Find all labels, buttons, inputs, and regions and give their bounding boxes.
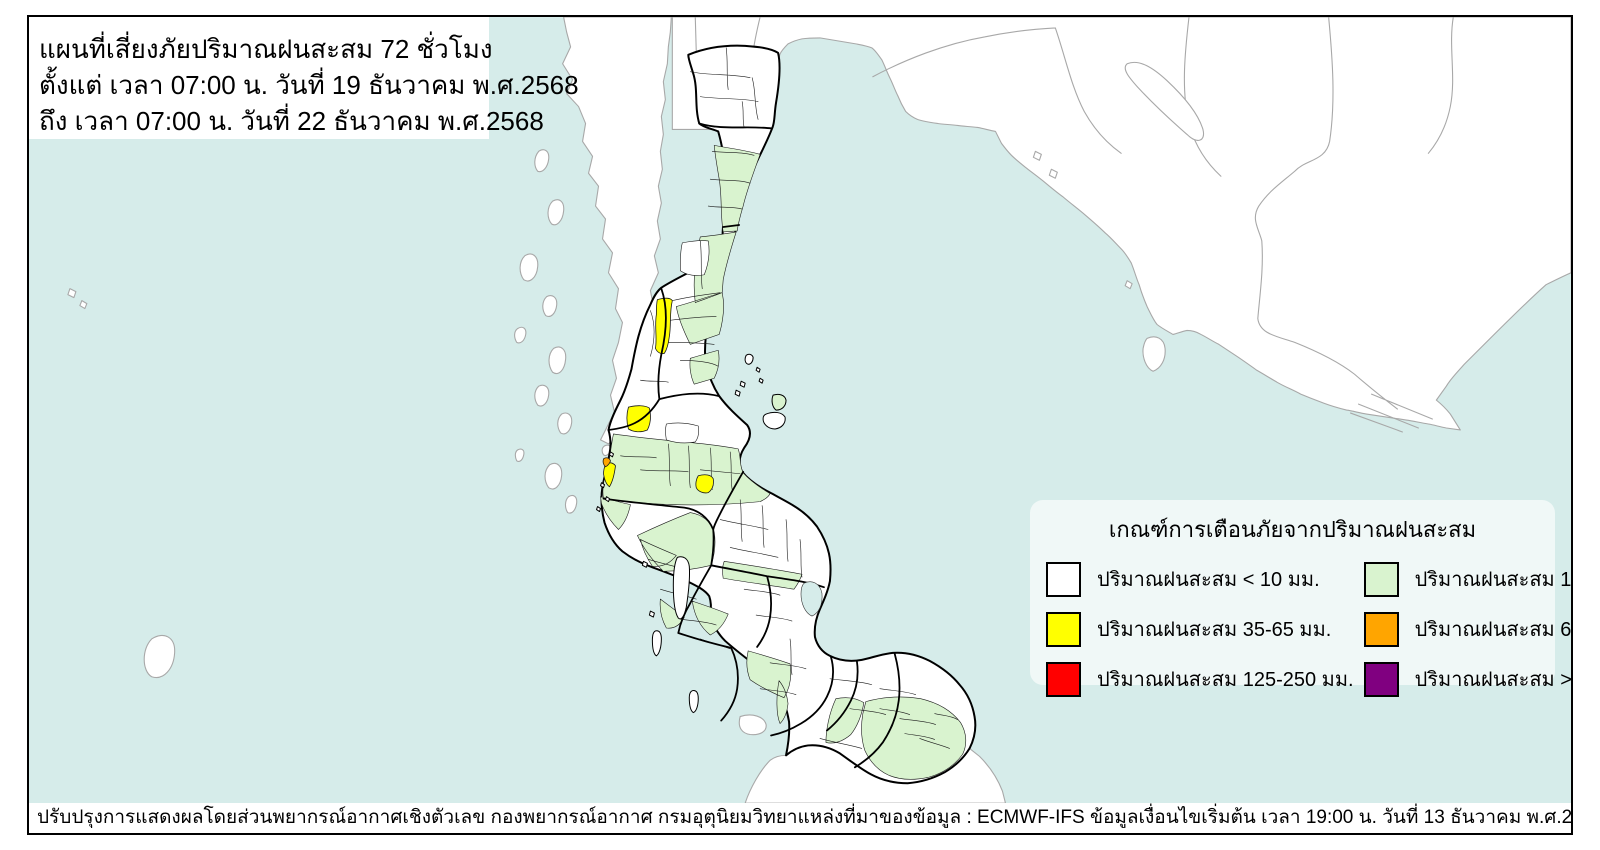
legend-label-gt250: ปริมาณฝนสะสม > 250 มม. (1414, 669, 1572, 691)
district-borders (620, 47, 958, 749)
legend-item-65-125: ปริมาณฝนสะสม 65-125 มม. (1363, 607, 1572, 651)
footer-bar: ปรับปรุงการแสดงผลโดยส่วนพยากรณ์อากาศเชิง… (29, 803, 1571, 833)
mergui-islands (67, 149, 612, 679)
footer-credit-text: ปรับปรุงการแสดงผลโดยส่วนพยากรณ์อากาศเชิง… (37, 807, 798, 828)
legend-item-125-250: ปริมาณฝนสะสม 125-250 มม. (1046, 657, 1354, 701)
legend-swatch-125-250 (1046, 661, 1081, 697)
yellow-districts (603, 297, 714, 494)
legend-box: เกณฑ์การเตือนภัยจากปริมาณฝนสะสม ปริมาณฝน… (1030, 500, 1571, 697)
footer-datasource-text: แหล่งที่มาของข้อมูล : ECMWF-IFS ข้อมูลเง… (797, 807, 1573, 828)
songkhla-lake (800, 581, 823, 617)
tonle-sap-lake (1124, 61, 1205, 141)
legend-swatch-gt250 (1363, 661, 1399, 697)
legend-item-35-65: ปริมาณฝนสะสม 35-65 มม. (1046, 607, 1354, 651)
map-title-line2: ตั้งแต่ เวลา 07:00 น. วันที่ 19 ธันวาคม … (39, 70, 579, 100)
legend-swatch-lt10 (1046, 561, 1081, 597)
legend-item-10-35: ปริมาณฝนสะสม 10-35 มม. (1363, 557, 1572, 601)
map-svg (29, 17, 1571, 833)
legend-item-lt10: ปริมาณฝนสะสม < 10 มม. (1046, 557, 1354, 601)
legend-label-lt10: ปริมาณฝนสะสม < 10 มม. (1097, 569, 1320, 591)
legend-grid: ปริมาณฝนสะสม < 10 มม. ปริมาณฝนสะสม 10-35… (1046, 557, 1571, 701)
mekong-river (1254, 17, 1433, 433)
legend-swatch-35-65 (1046, 611, 1081, 647)
legend-label-10-35: ปริมาณฝนสะสม 10-35 มม. (1414, 569, 1572, 591)
map-title-line1: แผนที่เสี่ยงภัยปริมาณฝนสะสม 72 ชั่วโมง (39, 34, 493, 64)
ko-phangan-island (771, 393, 787, 411)
thai-islands (596, 353, 786, 714)
province-borders (602, 122, 901, 769)
orange-district (602, 457, 611, 468)
langkawi-island (738, 714, 767, 736)
legend-swatch-10-35 (1363, 561, 1399, 597)
legend-item-gt250: ปริมาณฝนสะสม > 250 มม. (1363, 657, 1572, 701)
legend-label-65-125: ปริมาณฝนสะสม 65-125 มม. (1414, 619, 1572, 641)
legend-swatch-65-125 (1363, 611, 1399, 647)
peninsula (596, 44, 977, 785)
map-title-line3: ถึง เวลา 07:00 น. วันที่ 22 ธันวาคม พ.ศ.… (39, 106, 544, 136)
title-box: แผนที่เสี่ยงภัยปริมาณฝนสะสม 72 ชั่วโมง ต… (29, 17, 579, 139)
legend-label-35-65: ปริมาณฝนสะสม 35-65 มม. (1097, 619, 1332, 641)
legend-title: เกณฑ์การเตือนภัยจากปริมาณฝนสะสม (1108, 517, 1477, 542)
legend-label-125-250: ปริมาณฝนสะสม 125-250 มม. (1097, 669, 1354, 691)
white-districts (665, 240, 710, 444)
gulf-islands (1032, 150, 1166, 372)
map-frame: แผนที่เสี่ยงภัยปริมาณฝนสะสม 72 ชั่วโมง ต… (27, 15, 1573, 835)
